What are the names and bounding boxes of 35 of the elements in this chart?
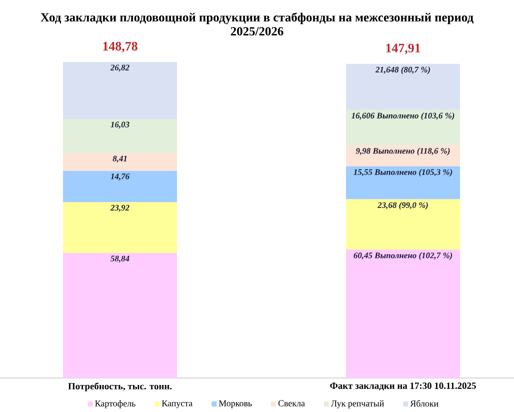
legend-label: Картофель bbox=[95, 400, 136, 408]
data-label: 16,606 Выполнено (103,6 %) bbox=[352, 112, 454, 120]
bar bbox=[346, 110, 460, 146]
bar bbox=[63, 153, 178, 171]
bar bbox=[346, 145, 460, 166]
total-label: 147,91 bbox=[386, 44, 420, 54]
legend-label: Морковь bbox=[218, 400, 252, 408]
data-label: 26,82 bbox=[110, 64, 130, 72]
data-label: 58,84 bbox=[110, 256, 130, 263]
data-label: 23,92 bbox=[110, 204, 130, 212]
bar bbox=[346, 250, 460, 378]
bar bbox=[346, 199, 460, 250]
bar bbox=[63, 202, 178, 254]
data-label: 15,55 Выполнено (105,3 %) bbox=[354, 168, 452, 177]
legend-label: Лук репчатый bbox=[331, 400, 384, 408]
bar bbox=[63, 62, 178, 119]
bar bbox=[63, 170, 178, 202]
bar bbox=[346, 166, 460, 200]
data-label: 60,45 Выполнено (102,7 %) bbox=[354, 252, 452, 260]
bar bbox=[346, 64, 460, 110]
legend-label: Свекла bbox=[278, 400, 305, 406]
data-label: 8,41 bbox=[112, 156, 127, 163]
legend-label: Яблоки bbox=[410, 400, 438, 407]
x-tick-label: Потребность, тыс. тонн. bbox=[68, 382, 172, 392]
legend-label: Капуста bbox=[162, 400, 193, 408]
bar bbox=[63, 118, 178, 154]
total-label: 148,78 bbox=[103, 42, 138, 52]
data-label: 21,648 (80,7 %) bbox=[375, 66, 430, 74]
data-label: 9,98 Выполнено (118,6 %) bbox=[356, 148, 450, 156]
data-label: 23,68 (99,0 %) bbox=[378, 202, 428, 210]
data-label: 16,03 bbox=[110, 122, 130, 129]
bar bbox=[63, 253, 178, 378]
chart-title: Ход закладки плодовощной продукции в стабфонды на межсезонный период 2025/2026 bbox=[40, 12, 474, 36]
data-label: 14,76 bbox=[110, 174, 130, 180]
x-tick-label: Факт закладки на 17:30 10.11.2025 bbox=[330, 382, 476, 390]
